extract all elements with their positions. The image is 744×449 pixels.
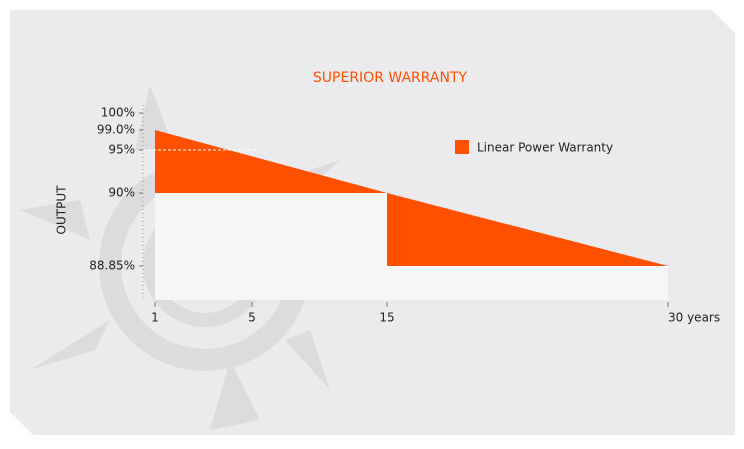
x-tick-label: 15 bbox=[379, 311, 394, 325]
legend-swatch bbox=[455, 140, 469, 154]
y-tick-label: 100% bbox=[101, 106, 135, 120]
y-axis-label: OUTPUT bbox=[55, 185, 69, 235]
chart-title: SUPERIOR WARRANTY bbox=[313, 70, 468, 86]
legend-label: Linear Power Warranty bbox=[477, 141, 613, 155]
chart: SUPERIOR WARRANTY OUTPUT Linear Power Wa… bbox=[0, 0, 744, 445]
y-tick-label: 95% bbox=[108, 143, 135, 157]
x-tick-label: 1 bbox=[151, 311, 159, 325]
y-tick-label: 88.85% bbox=[89, 259, 135, 273]
x-tick-label: 5 bbox=[248, 311, 256, 325]
y-tick-label: 99.0% bbox=[97, 123, 135, 137]
x-tick-label: 30 years bbox=[668, 311, 720, 325]
y-tick-label: 90% bbox=[108, 186, 135, 200]
